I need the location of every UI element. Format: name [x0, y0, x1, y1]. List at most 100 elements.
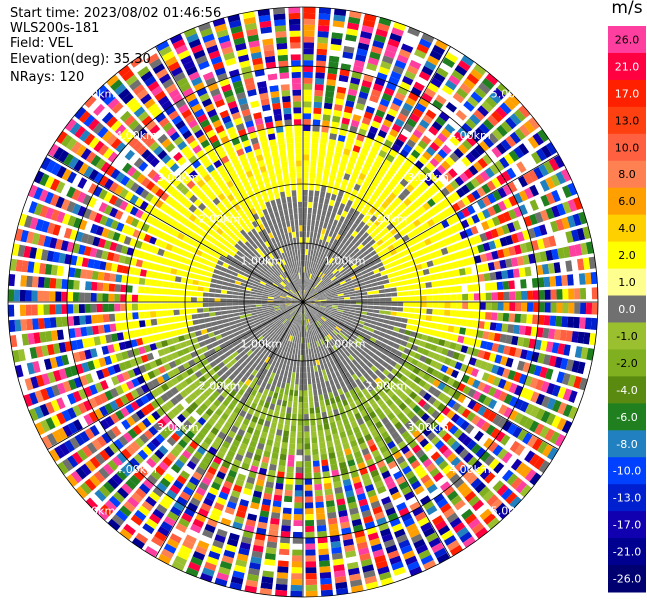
radar-gate	[224, 350, 232, 358]
radar-gate	[220, 426, 229, 435]
radar-gate	[402, 285, 409, 291]
radar-gate	[326, 236, 332, 243]
radar-gate	[309, 407, 315, 414]
radar-gate	[381, 274, 389, 280]
radar-gate	[204, 338, 212, 345]
radar-gate	[349, 291, 356, 295]
radar-gate	[365, 419, 374, 428]
radar-gate	[407, 364, 416, 372]
radar-gate	[422, 348, 430, 356]
radar-gate	[330, 346, 335, 353]
radar-gate	[242, 353, 249, 361]
radar-gate	[263, 492, 272, 500]
radar-gate	[476, 418, 486, 429]
radar-gate	[333, 318, 340, 323]
radar-gate	[342, 417, 350, 426]
radar-gate	[335, 92, 346, 100]
radar-gate	[425, 146, 436, 157]
radar-gate	[453, 269, 461, 277]
radar-gate	[308, 201, 313, 208]
radar-gate	[345, 321, 352, 326]
radar-gate	[199, 403, 208, 412]
radar-gate	[440, 502, 452, 514]
radar-gate	[78, 304, 85, 314]
radar-gate	[528, 253, 536, 264]
radar-gate	[472, 320, 479, 328]
radar-gate	[424, 177, 434, 187]
radar-gate	[385, 306, 392, 311]
radar-gate	[355, 304, 362, 308]
radar-gate	[496, 281, 504, 290]
radar-gate	[278, 375, 283, 382]
radar-gate	[267, 535, 278, 543]
radar-gate	[365, 105, 376, 114]
radar-gate	[485, 302, 492, 311]
radar-gate	[441, 219, 450, 229]
radar-gate	[315, 238, 320, 245]
radar-gate	[157, 325, 165, 333]
radar-gate	[317, 258, 322, 265]
radar-gate	[131, 492, 143, 504]
radar-gate	[435, 116, 447, 127]
radar-gate	[294, 390, 299, 397]
radar-gate	[537, 315, 545, 325]
radar-gate	[338, 278, 345, 283]
radar-gate	[276, 311, 282, 316]
radar-gate	[179, 470, 191, 480]
radar-gate	[439, 264, 447, 272]
radar-gate	[344, 350, 351, 357]
radar-gate	[323, 234, 328, 242]
radar-gate	[360, 147, 369, 156]
radar-gate	[438, 309, 445, 316]
radar-gate	[311, 255, 315, 262]
radar-gate	[303, 77, 313, 84]
radar-gate	[309, 318, 313, 324]
radar-gate	[467, 311, 474, 319]
radar-gate	[270, 512, 281, 519]
radar-gate	[173, 479, 184, 490]
radar-gate	[394, 259, 402, 266]
radar-gate	[357, 436, 365, 445]
radar-gate	[403, 369, 412, 378]
radar-gate	[230, 411, 238, 420]
radar-gate	[191, 411, 201, 421]
radar-gate	[451, 243, 460, 252]
radar-gate	[427, 208, 436, 218]
radar-gate	[390, 394, 399, 402]
radar-gate	[317, 364, 322, 372]
radar-gate	[344, 323, 351, 329]
radar-gate	[538, 164, 549, 177]
radar-gate	[329, 457, 337, 465]
radar-gate	[285, 327, 290, 334]
radar-gate	[534, 182, 545, 195]
radar-gate	[462, 385, 471, 395]
radar-gate	[357, 42, 370, 51]
radar-gate	[377, 346, 385, 353]
radar-gate	[403, 302, 410, 307]
radar-gate	[345, 34, 357, 42]
radar-gate	[395, 338, 402, 345]
radar-gate	[470, 131, 482, 143]
radar-gate	[227, 333, 235, 340]
radar-gate	[359, 504, 370, 513]
radar-gate	[166, 511, 179, 522]
radar-gate	[452, 402, 462, 412]
radar-gate	[258, 386, 265, 394]
radar-gate	[321, 179, 328, 187]
radar-gate	[418, 389, 427, 398]
radar-gate	[378, 331, 386, 338]
radar-gate	[282, 339, 287, 346]
radar-gate	[300, 349, 303, 356]
radar-gate	[241, 361, 248, 368]
radar-gate	[313, 232, 318, 239]
radar-gate	[308, 299, 315, 301]
radar-gate	[165, 390, 174, 399]
radar-gate	[268, 351, 274, 359]
radar-gate	[424, 130, 436, 141]
radar-gate	[445, 101, 458, 113]
radar-gate	[365, 156, 374, 165]
radar-gate	[385, 544, 398, 554]
radar-gate	[331, 277, 338, 283]
radar-gate	[472, 379, 481, 389]
